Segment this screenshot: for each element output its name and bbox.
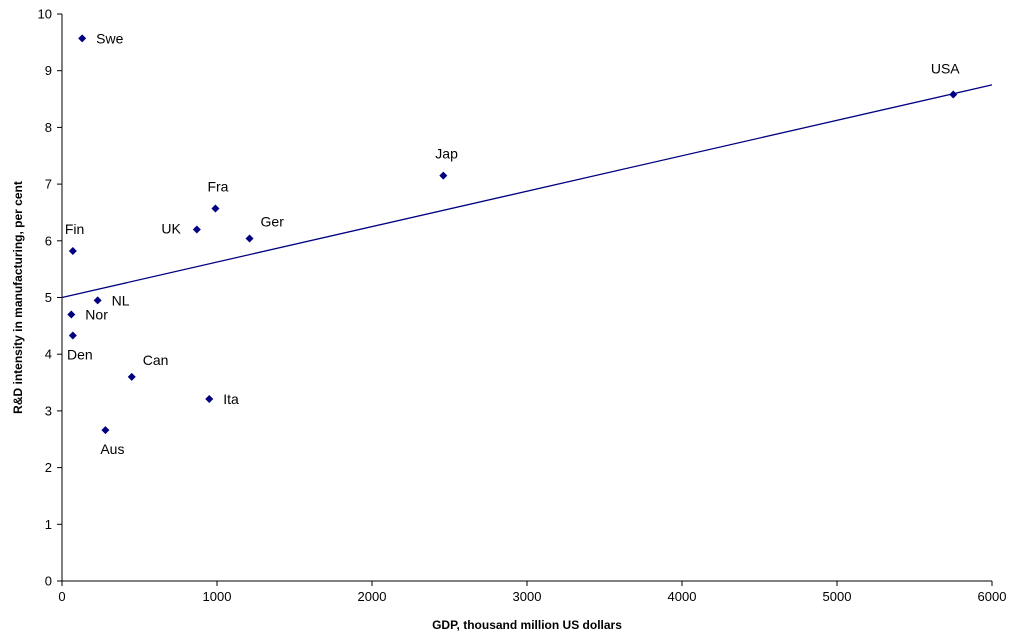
x-axis-title: GDP, thousand million US dollars — [432, 618, 622, 632]
data-point-label: Aus — [100, 441, 124, 457]
data-point-label: Fin — [65, 221, 84, 237]
data-point — [211, 204, 220, 213]
trendline — [61, 84, 993, 299]
y-tick-label: 9 — [45, 63, 52, 78]
data-point — [439, 171, 448, 180]
y-tick-label: 7 — [45, 177, 52, 192]
data-point-label: Ita — [223, 391, 239, 407]
data-point-label: Fra — [207, 178, 228, 194]
data-point-label: NL — [112, 292, 130, 308]
data-point-label: Nor — [85, 307, 108, 323]
data-point-label: Can — [143, 352, 169, 368]
x-tick-label: 5000 — [823, 589, 852, 604]
plot-area: 0 1 2 3 4 5 6 7 8 9 10 0 1000 2000 3000 4000 5000 6000 Swe… — [38, 7, 1007, 605]
data-point-label: Swe — [96, 30, 123, 46]
data-point — [67, 310, 76, 319]
y-tick-label: 4 — [45, 347, 52, 362]
x-tick-label: 6000 — [978, 589, 1007, 604]
y-tick-label: 5 — [45, 290, 52, 305]
y-tick-label: 1 — [45, 517, 52, 532]
data-point — [245, 234, 254, 243]
data-point — [78, 34, 87, 43]
y-tick-label: 3 — [45, 403, 52, 418]
data-point — [205, 394, 214, 403]
data-point — [68, 247, 77, 256]
y-axis-title: R&D intensity in manufacturing, per cent — [11, 181, 25, 414]
data-point — [127, 372, 136, 381]
data-point — [93, 296, 102, 305]
data-point — [68, 331, 77, 340]
data-point-label: USA — [931, 61, 960, 77]
x-tick-label: 4000 — [668, 589, 697, 604]
x-tick-label: 2000 — [358, 589, 387, 604]
x-tick-label: 0 — [58, 589, 65, 604]
data-point-label: UK — [161, 220, 181, 236]
data-point-label: Ger — [261, 214, 285, 230]
data-point — [101, 426, 110, 435]
y-tick-label: 6 — [45, 233, 52, 248]
x-tick-label: 1000 — [203, 589, 232, 604]
x-tick-label: 3000 — [513, 589, 542, 604]
data-point — [192, 225, 201, 234]
data-point — [949, 90, 958, 99]
data-point-label: Jap — [435, 146, 458, 162]
data-point-label: Den — [67, 346, 93, 362]
y-tick-label: 2 — [45, 460, 52, 475]
y-tick-label: 0 — [45, 574, 52, 589]
y-tick-label: 8 — [45, 120, 52, 135]
y-tick-label: 10 — [38, 7, 52, 22]
